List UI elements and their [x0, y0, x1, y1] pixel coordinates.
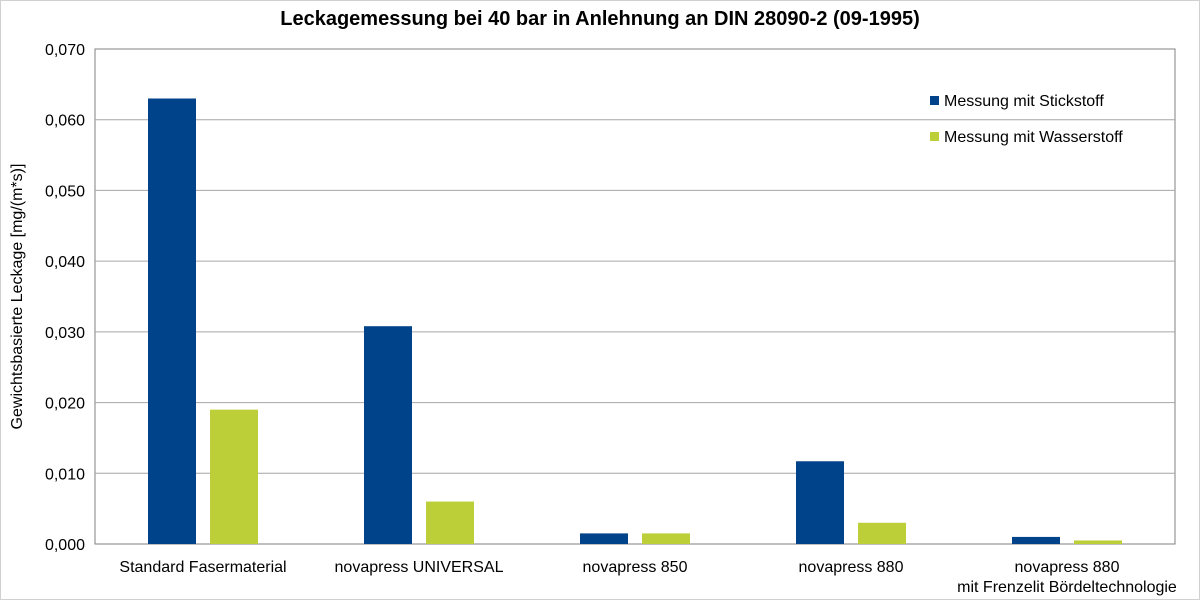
y-tick-label: 0,010	[45, 466, 85, 483]
x-tick-label: novapress 880	[799, 559, 904, 576]
y-axis-title: Gewichtsbasierte Leckage [mg/(m*s)]	[9, 164, 26, 430]
bar-wasserstoff	[642, 533, 690, 544]
legend-label: Messung mit Wasserstoff	[944, 129, 1123, 146]
plot-area	[94, 48, 1176, 545]
bar-wasserstoff	[210, 409, 258, 544]
bar-wasserstoff	[858, 522, 906, 544]
x-tick-label: mit Frenzelit Bördeltechnologie	[957, 579, 1177, 596]
bar-stickstoff	[364, 326, 412, 544]
bar-stickstoff	[148, 98, 196, 544]
bar-stickstoff	[580, 533, 628, 544]
y-tick-label: 0,000	[45, 537, 85, 554]
x-tick-label: novapress UNIVERSAL	[335, 559, 504, 576]
legend-swatch	[930, 132, 939, 141]
y-tick-label: 0,040	[45, 254, 85, 271]
x-tick-label: novapress 880	[1015, 559, 1120, 576]
y-tick-label: 0,050	[45, 183, 85, 200]
bar-stickstoff	[1012, 536, 1060, 544]
bar-stickstoff	[796, 461, 844, 544]
y-tick-label: 0,070	[45, 42, 85, 59]
y-tick-label: 0,060	[45, 113, 85, 130]
chart-title: Leckagemessung bei 40 bar in Anlehnung a…	[280, 8, 920, 30]
y-tick-label: 0,020	[45, 396, 85, 413]
x-tick-label: novapress 850	[583, 559, 688, 576]
y-tick-label: 0,030	[45, 325, 85, 342]
bar-wasserstoff	[1074, 540, 1122, 544]
legend-label: Messung mit Stickstoff	[944, 93, 1104, 110]
x-tick-label: Standard Fasermaterial	[119, 559, 286, 576]
bar-wasserstoff	[426, 501, 474, 544]
legend-swatch	[930, 96, 939, 105]
